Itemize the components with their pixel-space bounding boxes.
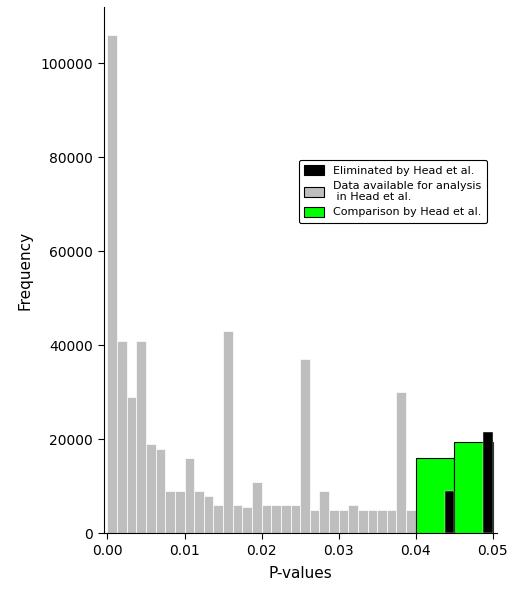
- Bar: [194, 491, 204, 533]
- Bar: [271, 505, 281, 533]
- Bar: [156, 449, 165, 533]
- Bar: [358, 510, 368, 533]
- Bar: [262, 505, 271, 533]
- Bar: [425, 510, 435, 533]
- Bar: [136, 341, 146, 533]
- Bar: [464, 510, 473, 533]
- Bar: [213, 505, 223, 533]
- Bar: [310, 510, 319, 533]
- Bar: [117, 341, 127, 533]
- Bar: [300, 359, 310, 533]
- Bar: [165, 491, 175, 533]
- Bar: [435, 510, 444, 533]
- Bar: [281, 505, 290, 533]
- Bar: [406, 510, 416, 533]
- Bar: [454, 510, 464, 533]
- Bar: [329, 510, 339, 533]
- Bar: [483, 432, 493, 533]
- Bar: [127, 397, 136, 533]
- Bar: [184, 458, 194, 533]
- Bar: [416, 510, 425, 533]
- Bar: [252, 482, 262, 533]
- Y-axis label: Frequency: Frequency: [17, 230, 32, 310]
- Bar: [233, 505, 243, 533]
- Bar: [377, 510, 387, 533]
- Bar: [319, 491, 329, 533]
- Bar: [454, 442, 493, 533]
- Bar: [290, 505, 300, 533]
- Bar: [243, 508, 252, 533]
- Legend: Eliminated by Head et al., Data available for analysis
 in Head et al., Comparis: Eliminated by Head et al., Data availabl…: [299, 160, 487, 223]
- Bar: [223, 331, 233, 533]
- Bar: [416, 458, 454, 533]
- Bar: [444, 491, 454, 533]
- Bar: [473, 444, 483, 533]
- Bar: [108, 35, 117, 533]
- Bar: [387, 510, 397, 533]
- Bar: [348, 505, 358, 533]
- Bar: [175, 491, 184, 533]
- Bar: [483, 510, 493, 533]
- Bar: [146, 444, 156, 533]
- Bar: [397, 392, 406, 533]
- X-axis label: P-values: P-values: [268, 566, 332, 581]
- Bar: [444, 510, 454, 533]
- Bar: [204, 496, 213, 533]
- Bar: [368, 510, 377, 533]
- Bar: [339, 510, 348, 533]
